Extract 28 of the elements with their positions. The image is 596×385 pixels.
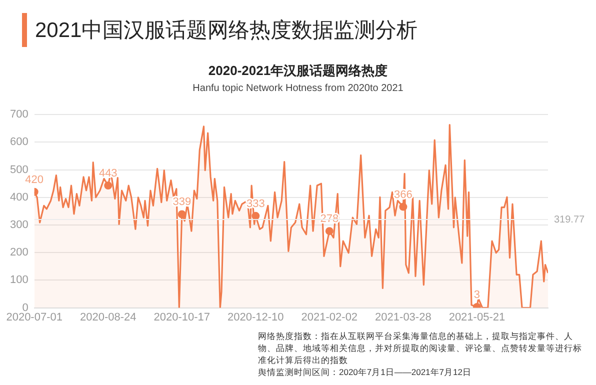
point [325,227,334,236]
x-tick-label: 2021-02-02 [301,311,358,324]
point [252,212,260,220]
point [178,210,186,218]
x-tick-label: 2020-10-17 [154,311,210,324]
y-tick-label: 700 [10,108,28,121]
y-tick-label: 0 [22,302,28,314]
ref-line-label: 319.77 [554,214,586,226]
data-label: 420 [25,174,44,186]
y-tick-label: 600 [10,136,28,148]
point [399,202,408,211]
text: 网络热度指数：指在从互联网平台采集海量信息的基础上，提取与指定事件、人物、品牌、地域等相关信息，并对所提取的阅读量、评论量、点赞转发量等进行标准化计算后得出的指数 [258,330,583,366]
x-tick-label: 2021-05-21 [448,311,506,324]
x-tick-label: 2021-03-28 [375,311,432,324]
text: Hanfu topic Network Hotness from 2020to 2021 [192,83,404,94]
y-tick-label: 100 [10,274,28,286]
text: 舆情监测时间区间：2020年7月1日——2021年7月12日 [258,366,472,378]
y-tick-label: 500 [10,164,28,176]
y-tick-label: 200 [10,246,28,259]
x-tick-label: 2020-08-24 [80,311,136,324]
x-tick-label: 2020-12-10 [228,311,284,324]
x-tick-label: 2020-07-01 [6,311,62,324]
y-tick-label: 400 [10,191,28,204]
data-label: 3 [474,288,480,301]
point [104,182,112,190]
chart-subtitle: 2020-2021年汉服话题网络热度 [207,62,389,80]
chart-title: 2021中国汉服话题网络热度数据监测分析 [35,18,418,44]
y-tick-label: 300 [10,219,28,232]
